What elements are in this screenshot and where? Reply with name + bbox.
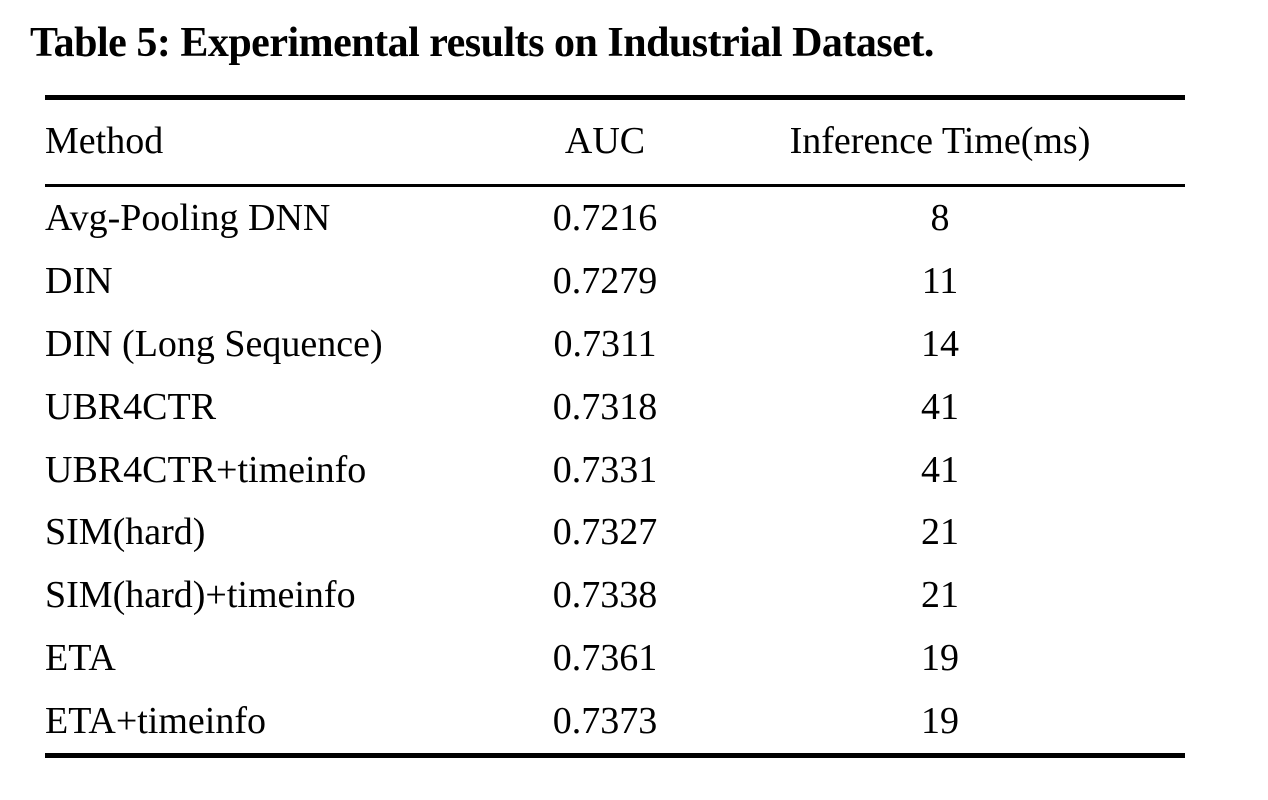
header-auc: AUC (515, 97, 695, 187)
inference-time-cell: 21 (921, 511, 959, 554)
auc-cell: 0.7331 (552, 448, 658, 491)
inference-time-cell: 21 (921, 574, 959, 617)
table-row: SIM(hard)+timeinfo 0.7338 21 (45, 564, 1185, 627)
inference-time-cell: 41 (921, 385, 959, 428)
auc-cell: 0.7216 (552, 197, 658, 239)
table-row: UBR4CTR 0.7318 41 (45, 376, 1185, 439)
auc-cell: 0.7327 (552, 511, 658, 554)
inference-time-cell: 8 (930, 197, 950, 239)
auc-cell: 0.7361 (552, 637, 658, 680)
inference-time-cell: 19 (921, 637, 959, 680)
table-header: Method AUC Inference Time(ms) (45, 97, 1185, 187)
table-row: SIM(hard) 0.7327 21 (45, 501, 1185, 564)
table-row: DIN 0.7279 11 (45, 250, 1185, 313)
table-row: UBR4CTR+timeinfo 0.7331 41 (45, 439, 1185, 502)
header-method: Method (45, 97, 515, 187)
auc-cell: 0.7311 (553, 322, 657, 365)
header-row: Method AUC Inference Time(ms) (45, 97, 1185, 187)
inference-time-cell: 14 (921, 322, 959, 365)
auc-cell: 0.7318 (552, 385, 658, 428)
results-table-container: Method AUC Inference Time(ms) Avg-Poolin… (45, 95, 1185, 759)
method-cell: DIN (Long Sequence) (45, 322, 383, 365)
table-row: DIN (Long Sequence) 0.7311 14 (45, 313, 1185, 376)
method-cell: UBR4CTR (45, 385, 217, 428)
table-row: Avg-Pooling DNN 0.7216 8 (45, 186, 1185, 250)
inference-time-cell: 11 (921, 259, 959, 302)
table-row: ETA 0.7361 19 (45, 627, 1185, 690)
auc-cell: 0.7279 (552, 259, 658, 302)
auc-cell: 0.7373 (552, 700, 658, 743)
inference-time-cell: 41 (921, 448, 959, 491)
header-inference-time: Inference Time(ms) (695, 97, 1185, 187)
method-cell: ETA+timeinfo (45, 700, 267, 743)
method-cell: Avg-Pooling DNN (45, 197, 331, 239)
table-caption: Table 5: Experimental results on Industr… (30, 20, 934, 66)
results-table: Method AUC Inference Time(ms) Avg-Poolin… (45, 95, 1185, 759)
inference-time-cell: 19 (921, 700, 959, 743)
method-cell: DIN (45, 259, 113, 302)
method-cell: SIM(hard) (45, 511, 206, 554)
auc-cell: 0.7338 (552, 574, 658, 617)
method-cell: UBR4CTR+timeinfo (45, 448, 367, 491)
method-cell: ETA (45, 637, 116, 680)
table-body: Avg-Pooling DNN 0.7216 8 DIN 0.7279 11 D… (45, 186, 1185, 756)
method-cell: SIM(hard)+timeinfo (45, 574, 356, 617)
table-row: ETA+timeinfo 0.7373 19 (45, 690, 1185, 755)
